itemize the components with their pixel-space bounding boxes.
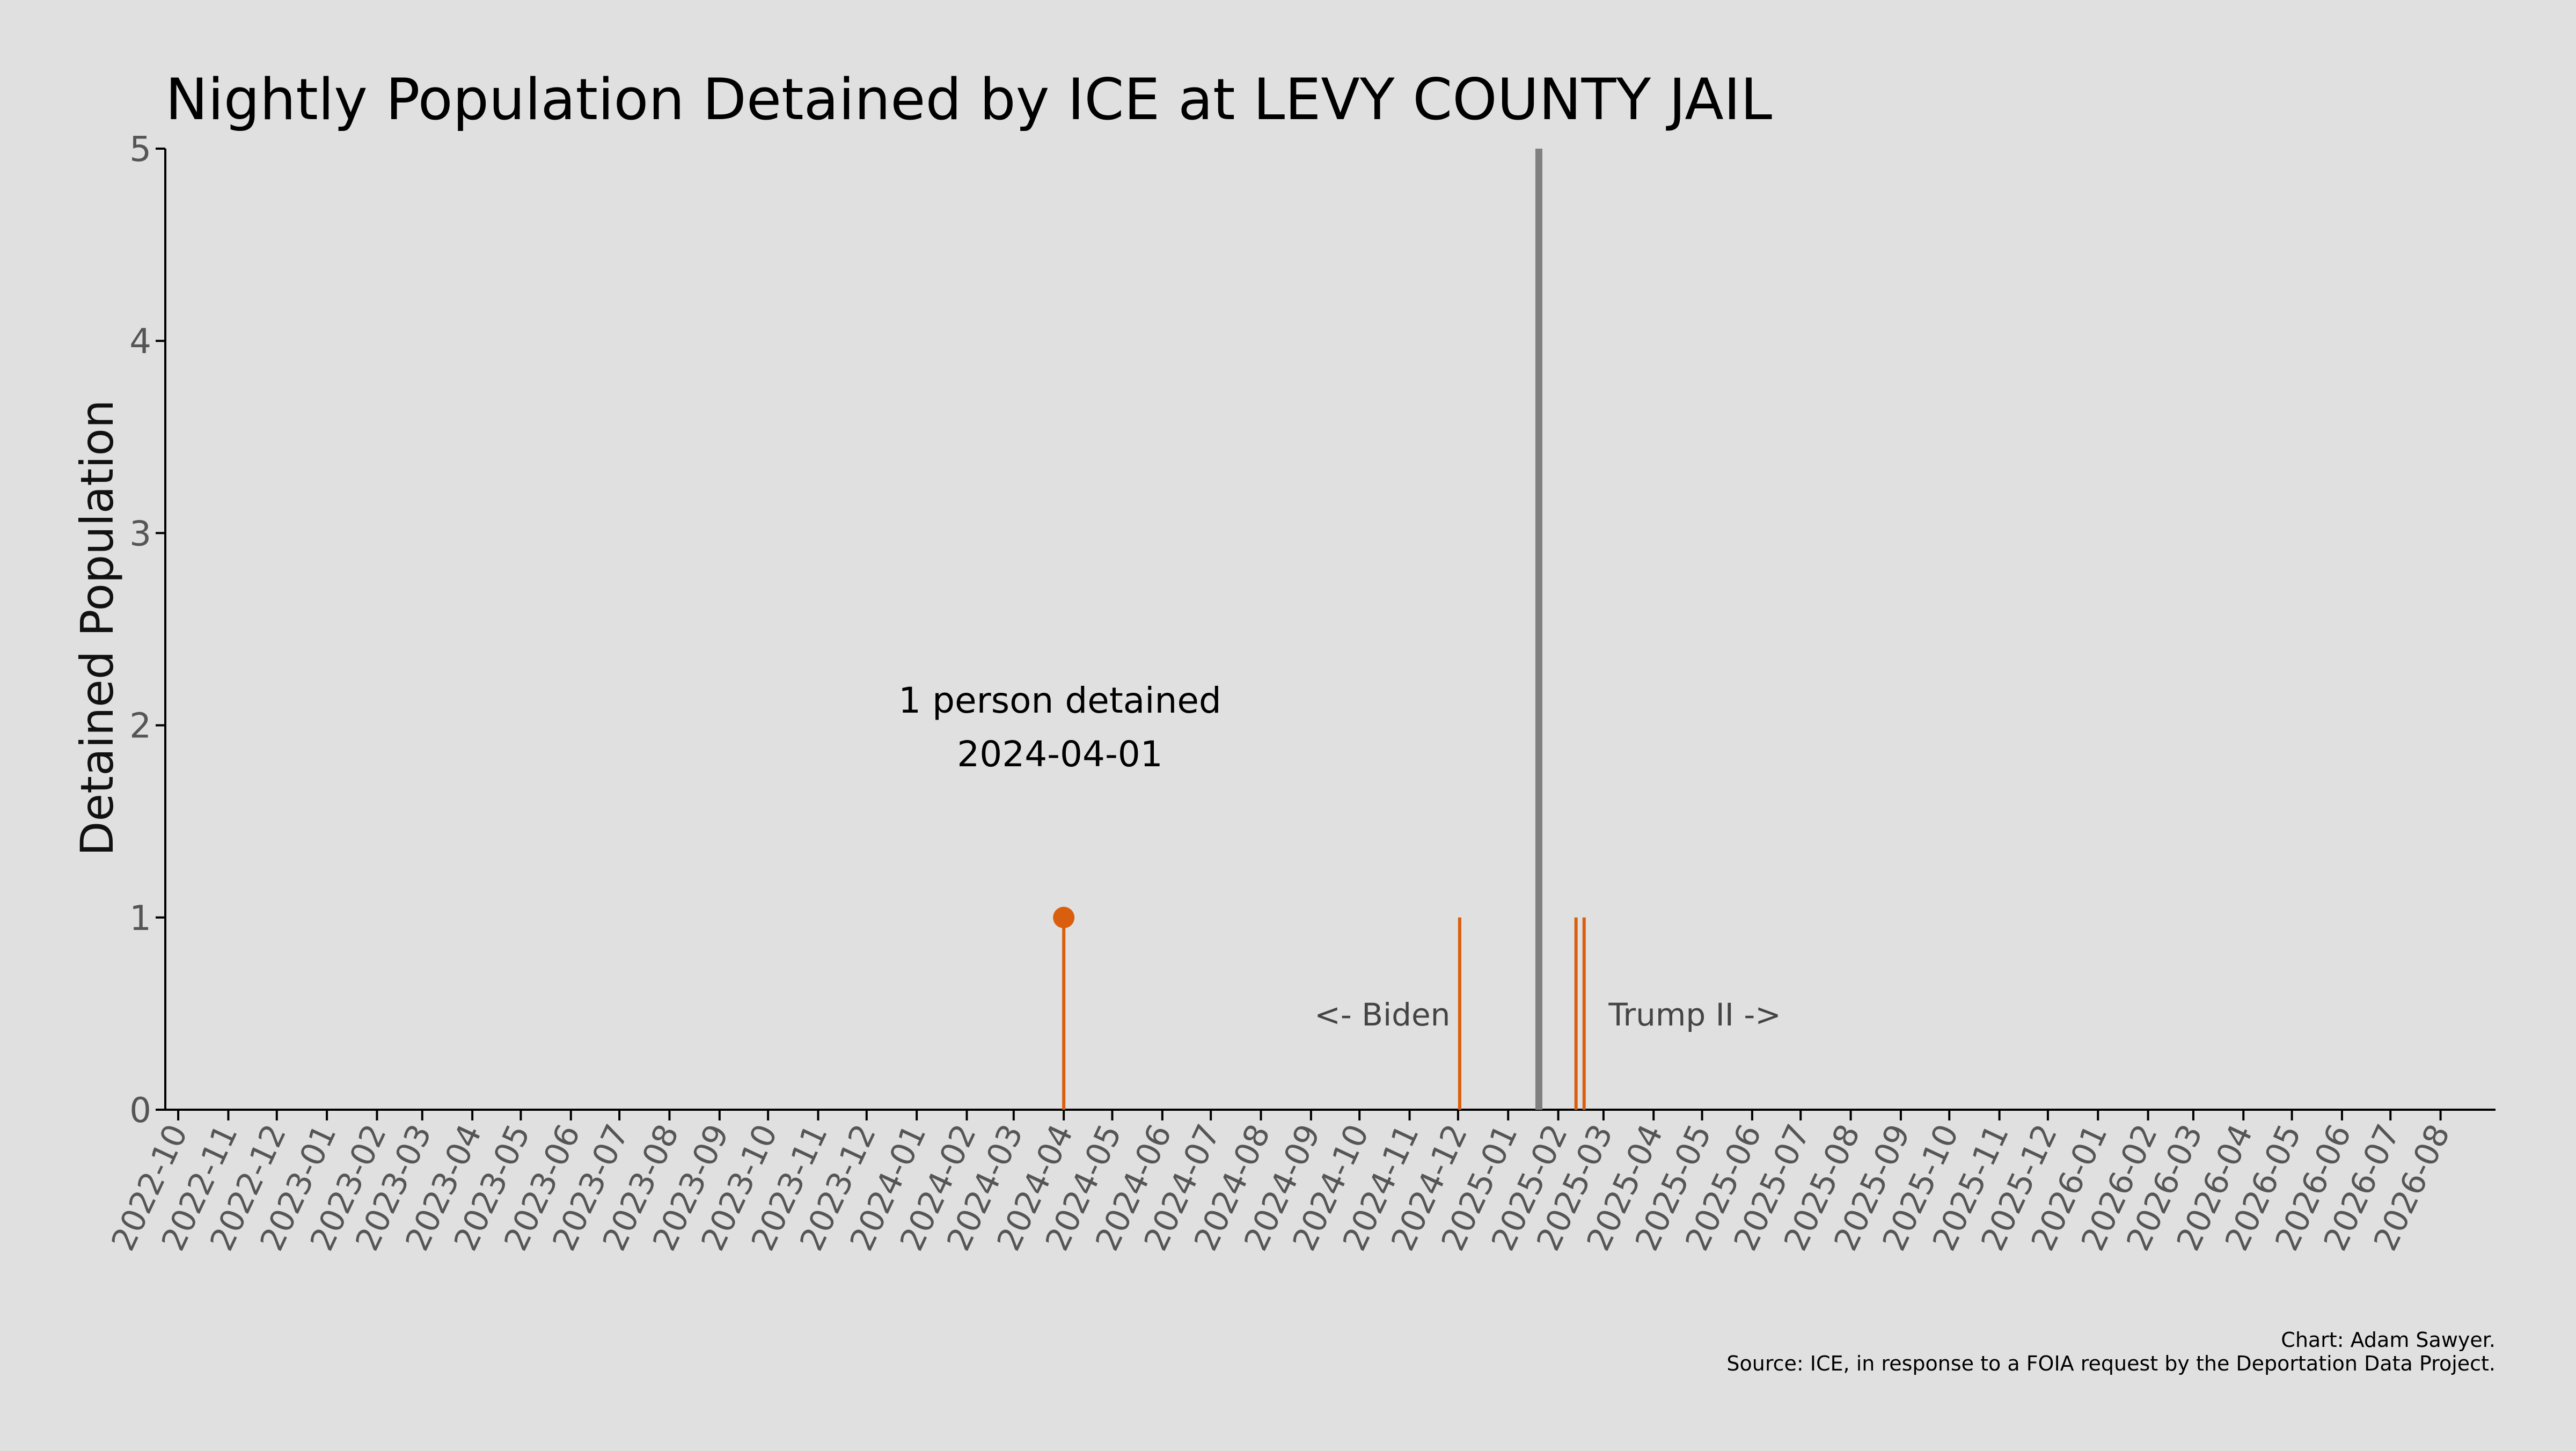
- divider-left-label: <- Biden: [1314, 996, 1450, 1033]
- chart-credit: Chart: Adam Sawyer.: [2281, 1328, 2496, 1352]
- annotation: 1 person detained 2024-04-01: [898, 680, 1221, 775]
- x-axis: 2022-102022-112022-122023-012023-022023-…: [104, 1109, 2496, 1257]
- chart-title: Nightly Population Detained by ICE at LE…: [165, 67, 1772, 133]
- y-tick-label: 1: [129, 899, 151, 939]
- data-marks: [1053, 906, 1586, 1110]
- highlight-point: [1053, 906, 1075, 928]
- y-axis: 0 1 2 3 4 5: [129, 130, 166, 1131]
- annotation-date: 2024-04-01: [957, 734, 1163, 775]
- administration-divider: <- Biden Trump II ->: [1314, 149, 1781, 1110]
- y-tick-label: 4: [129, 322, 151, 362]
- annotation-count: 1 person detained: [898, 680, 1221, 721]
- y-axis-label: Detained Population: [71, 400, 123, 856]
- y-tick-label: 0: [129, 1091, 151, 1131]
- y-tick-label: 5: [129, 130, 151, 170]
- divider-right-label: Trump II ->: [1608, 996, 1781, 1033]
- y-tick-label: 3: [129, 514, 151, 554]
- y-tick-label: 2: [129, 707, 151, 746]
- chart-source: Source: ICE, in response to a FOIA reque…: [1726, 1352, 2496, 1375]
